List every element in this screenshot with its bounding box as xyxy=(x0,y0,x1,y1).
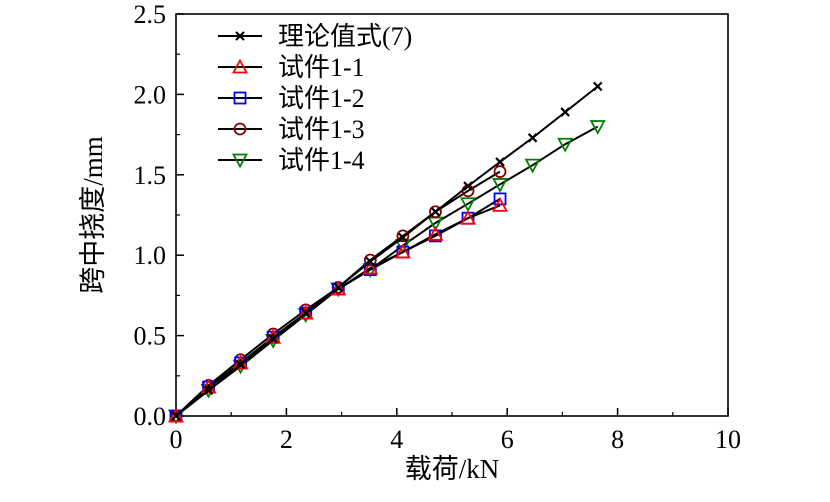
data-point xyxy=(362,259,379,275)
data-point xyxy=(557,137,574,153)
legend-label: 理论值式(7) xyxy=(278,22,412,51)
data-point xyxy=(398,232,408,243)
legend-marker xyxy=(231,153,249,169)
x-tick-label: 4 xyxy=(390,425,403,454)
series-layer xyxy=(167,81,606,425)
legend-marker xyxy=(235,31,245,41)
data-point xyxy=(459,209,477,225)
series-2 xyxy=(167,196,509,423)
series-5 xyxy=(167,120,606,425)
x-tick-label: 10 xyxy=(715,425,741,454)
series-3 xyxy=(169,192,507,423)
data-point xyxy=(297,304,314,320)
x-tick-label: 0 xyxy=(170,425,183,454)
data-point xyxy=(524,158,541,174)
data-point xyxy=(495,157,505,167)
data-point xyxy=(492,196,509,212)
legend-marker xyxy=(231,58,249,74)
plot-frame xyxy=(175,13,729,417)
x-tick-label: 6 xyxy=(501,425,514,454)
series-line xyxy=(175,204,501,417)
data-point xyxy=(493,165,507,178)
data-point xyxy=(394,243,411,259)
legend-label: 试件1-2 xyxy=(278,84,365,113)
y-tick-label: 0.5 xyxy=(134,322,167,351)
series-line xyxy=(175,198,501,417)
legend-item: 试件1-3 xyxy=(218,115,365,144)
data-point xyxy=(363,263,377,277)
data-point xyxy=(396,229,410,243)
legend-marker xyxy=(233,91,247,105)
legend-item: 试件1-1 xyxy=(218,53,365,82)
data-point xyxy=(333,282,344,293)
data-point xyxy=(429,205,442,219)
y-tick-label: 1.5 xyxy=(134,161,167,190)
data-point xyxy=(459,197,477,213)
y-tick-label: 2.0 xyxy=(134,80,167,109)
data-point xyxy=(330,280,347,296)
data-point xyxy=(203,385,214,396)
data-point xyxy=(527,133,538,143)
x-tick-label: 2 xyxy=(280,425,293,454)
x-axis-label: 载荷/kN xyxy=(405,454,500,484)
data-point xyxy=(268,334,278,344)
legend-label: 试件1-3 xyxy=(278,115,365,144)
legend-marker xyxy=(233,122,247,136)
y-tick-label: 2.5 xyxy=(134,0,167,29)
data-point xyxy=(300,308,311,318)
legend-item: 理论值式(7) xyxy=(218,22,412,51)
data-point xyxy=(365,256,376,267)
y-axis-label: 跨中挠度/mm xyxy=(78,136,108,294)
data-point xyxy=(427,225,444,241)
data-point xyxy=(171,411,181,421)
legend-item: 试件1-4 xyxy=(218,146,365,175)
series-1 xyxy=(171,81,603,421)
legend-label: 试件1-1 xyxy=(278,53,365,82)
legend-label: 试件1-4 xyxy=(278,146,365,175)
data-point xyxy=(235,359,246,370)
data-point xyxy=(560,107,570,117)
data-point xyxy=(492,178,509,193)
data-point xyxy=(430,207,441,217)
data-point xyxy=(463,181,473,191)
data-point xyxy=(589,120,606,135)
data-point xyxy=(167,407,185,423)
y-tick-label: 0.0 xyxy=(134,402,167,431)
data-point xyxy=(493,192,507,206)
x-tick-label: 8 xyxy=(611,425,624,454)
data-point xyxy=(363,253,377,267)
legend-item: 试件1-2 xyxy=(218,84,365,113)
y-tick-label: 1.0 xyxy=(134,241,167,270)
series-line xyxy=(175,85,599,417)
data-point xyxy=(429,229,442,243)
data-point xyxy=(592,81,603,92)
